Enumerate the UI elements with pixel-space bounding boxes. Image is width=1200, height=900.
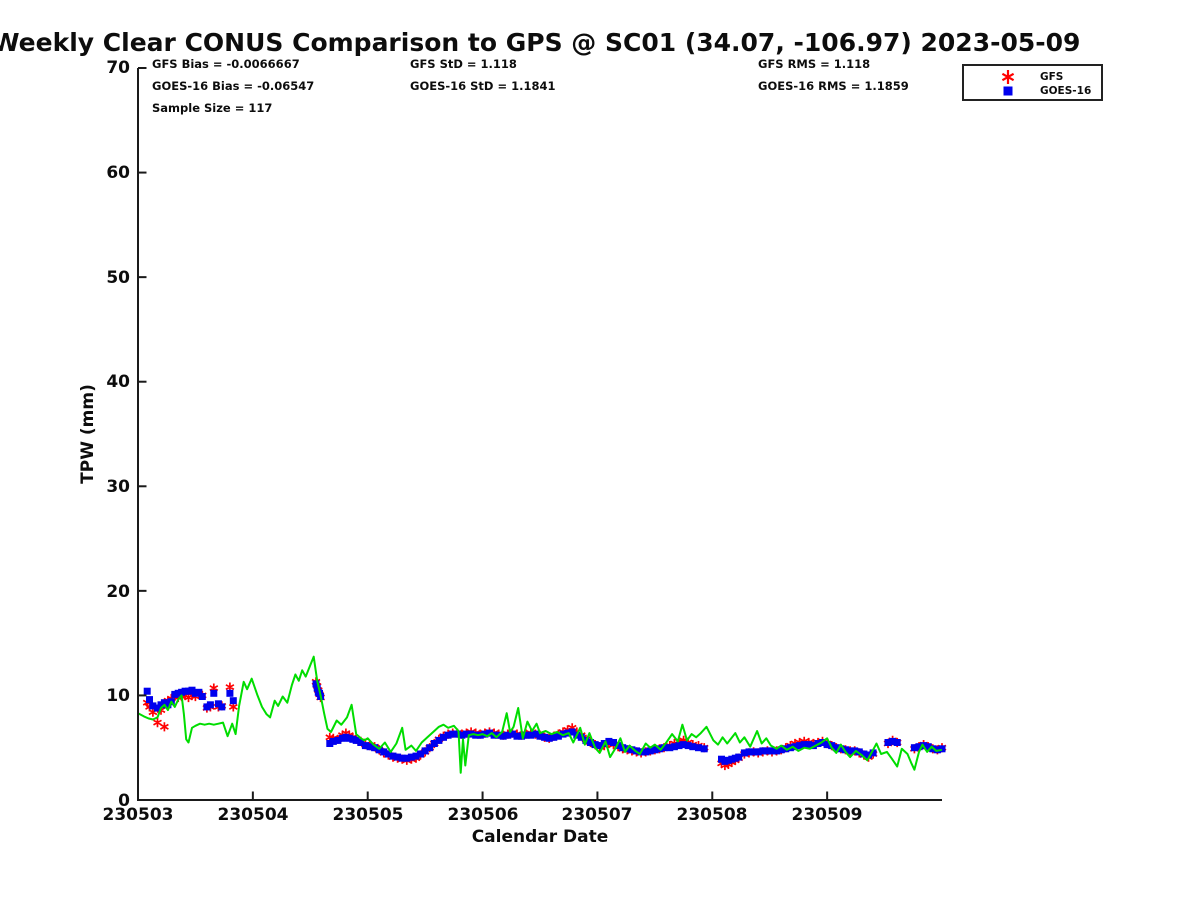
gfs-markers bbox=[142, 677, 947, 771]
stat-goes16-std: GOES-16 StD = 1.1841 bbox=[410, 79, 556, 93]
legend: GFS GOES-16 bbox=[962, 64, 1103, 101]
stat-goes16-bias: GOES-16 Bias = -0.06547 bbox=[152, 79, 315, 93]
axes bbox=[137, 68, 942, 801]
x-axis-label: Calendar Date bbox=[471, 827, 609, 847]
y-tick-label: 0 bbox=[118, 791, 130, 811]
y-axis-label: TPW (mm) bbox=[78, 384, 98, 484]
x-tick-label: 230503 bbox=[102, 805, 174, 825]
stat-gfs-bias: GFS Bias = -0.0066667 bbox=[152, 57, 300, 71]
x-tick-label: 230507 bbox=[561, 805, 633, 825]
y-tick-label: 50 bbox=[106, 268, 130, 288]
goes16-markers bbox=[143, 680, 946, 765]
stat-goes16-rms: GOES-16 RMS = 1.1859 bbox=[758, 79, 909, 93]
y-tick-label: 70 bbox=[106, 58, 130, 78]
legend-label-gfs: GFS bbox=[1040, 71, 1064, 83]
y-tick-label: 30 bbox=[106, 477, 130, 497]
y-tick-label: 60 bbox=[106, 163, 130, 183]
x-tick-label: 230504 bbox=[217, 805, 289, 825]
legend-marker-icons bbox=[1001, 70, 1015, 96]
stat-sample-size: Sample Size = 117 bbox=[152, 101, 273, 115]
x-tick-label: 230506 bbox=[447, 805, 519, 825]
y-tick-label: 40 bbox=[106, 372, 130, 392]
y-tick-label: 10 bbox=[106, 686, 130, 706]
x-tick-label: 230509 bbox=[791, 805, 863, 825]
gps-line bbox=[137, 655, 943, 774]
legend-asterisk-icon bbox=[1001, 70, 1015, 84]
y-tick-label: 20 bbox=[106, 582, 130, 602]
x-tick-label: 230508 bbox=[676, 805, 748, 825]
legend-square-icon bbox=[1003, 86, 1013, 96]
stat-gfs-std: GFS StD = 1.118 bbox=[410, 57, 517, 71]
x-tick-label: 230505 bbox=[332, 805, 404, 825]
legend-label-goes16: GOES-16 bbox=[1040, 85, 1092, 97]
chart-title: Weekly Clear CONUS Comparison to GPS @ S… bbox=[0, 28, 1081, 57]
stat-gfs-rms: GFS RMS = 1.118 bbox=[758, 57, 871, 71]
